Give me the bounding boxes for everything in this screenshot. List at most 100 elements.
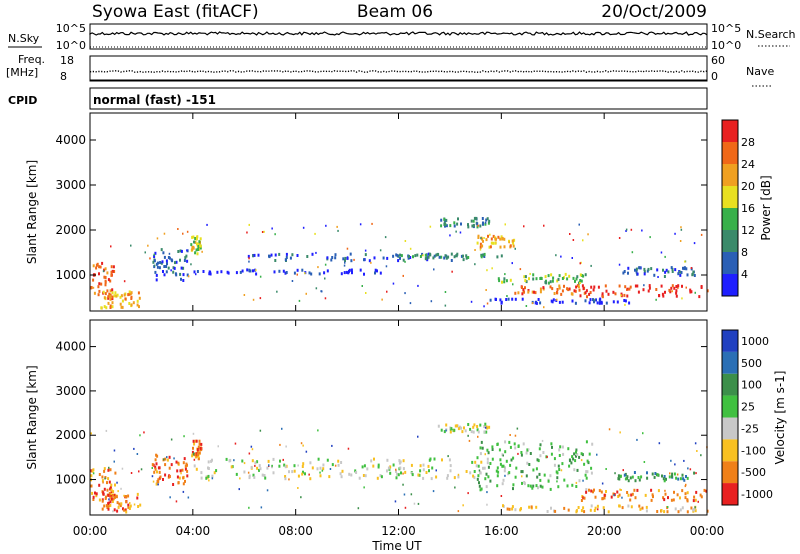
noise-mark [491,267,493,270]
echo-region [475,440,594,492]
power-colorbar: 4 8 12 16 20 24 28 Power [dB] [721,119,773,297]
colorbar-swatch [722,230,738,252]
y-axis-label: Slant Range [km] [25,365,39,469]
nsky-label: N.Sky [8,32,40,45]
noise-mark [308,473,310,476]
echo-region [90,467,118,504]
noise-mark [484,453,486,456]
noise-mark [676,473,679,476]
noise-mark [689,468,692,471]
cpid-label: CPID [8,94,37,107]
noise-mark [514,247,516,250]
noise-mark [234,442,237,445]
y-tick-label: 3000 [55,178,86,192]
noise-mark [514,434,517,437]
noise-mark [108,466,110,469]
velocity-panel: 1000 2000 3000 4000 Slant Range [km] [25,319,709,516]
y-tick-label: 4000 [55,133,86,147]
noise-mark [108,498,110,501]
echo-region [497,272,587,285]
noise-mark [208,479,210,482]
noise-mark [685,286,687,289]
noise-mark [690,267,693,269]
noise-mark [403,493,406,496]
noise-mark [683,459,685,462]
y-tick-label: 2000 [55,428,86,442]
noise-mark [556,480,558,483]
noise-mark [324,297,327,300]
noise-mark [168,252,171,255]
y-tick-label: 1000 [55,473,86,487]
echo-region [100,290,141,310]
noise-mark [140,468,143,471]
noise-mark [186,230,189,233]
noise-mark [193,458,196,461]
noise-mark [152,480,155,483]
noise-mark [302,444,304,447]
noise-mark [700,454,702,457]
noise-mark [321,469,324,472]
noise-mark [92,472,95,475]
noise-mark [153,253,155,256]
noise-mark [402,472,404,475]
freq-series-line [89,70,708,73]
echo-region [399,252,503,260]
noise-mark [462,504,464,507]
noise-mark [182,490,185,493]
noise-mark [193,452,195,455]
colorbar-swatch [722,373,738,396]
noise-mark [504,223,506,226]
noise-mark [170,438,173,441]
noise-mark [268,464,270,467]
colorbar-tick-label: 25 [741,401,755,414]
plot-area [90,113,707,311]
noise-mark [669,472,671,475]
colorbar-tick-label: 1000 [741,335,769,348]
freq-trace [89,70,708,81]
noise-mark [217,445,219,448]
noise-mark [467,492,469,495]
noise-mark [445,429,447,432]
noise-mark [259,429,262,432]
noise-mark [444,291,447,293]
noise-mark [529,272,531,275]
noise-mark [516,427,519,430]
noise-mark [386,290,388,293]
noise-mark [479,248,482,251]
noise-mark [696,450,698,452]
colorbar-tick-label: -100 [741,444,766,457]
noise-mark [486,503,488,506]
noise-mark [271,227,273,230]
noise-mark [618,237,621,239]
noise-mark [508,241,510,244]
noise-mark [300,442,303,445]
nave-tick-top: 60 [711,54,725,67]
noise-mark [483,305,485,308]
noise-mark [138,470,140,473]
colorbar-tick-label: -1000 [741,488,773,501]
noise-mark [112,510,114,513]
noise-mark [291,280,294,282]
noise-mark [531,302,534,305]
noise-mark [136,453,139,455]
noise-mark [133,503,136,506]
noise-mark [187,496,190,499]
noise-mark [239,477,241,480]
noise-mark [404,260,406,263]
noise-mark [143,431,145,434]
nsky-panel [89,23,708,50]
noise-mark [206,223,208,226]
noise-mark [183,435,185,438]
noise-mark [619,488,621,491]
colorbar-swatch [722,395,738,418]
noise-mark [512,283,514,286]
y-axis-label: Slant Range [km] [25,160,39,264]
noise-mark [336,225,338,228]
noise-mark [511,262,513,265]
noise-mark [156,237,159,240]
x-axis-label: Time UT [371,539,422,553]
noise-mark [329,468,332,470]
noise-mark [317,266,319,269]
noise-mark [660,251,663,254]
